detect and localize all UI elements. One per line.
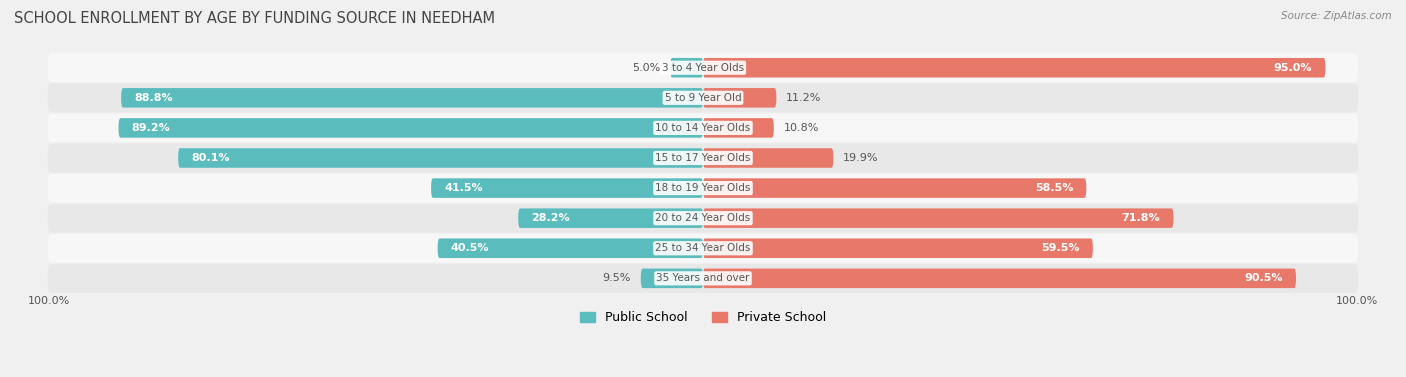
Text: SCHOOL ENROLLMENT BY AGE BY FUNDING SOURCE IN NEEDHAM: SCHOOL ENROLLMENT BY AGE BY FUNDING SOUR… bbox=[14, 11, 495, 26]
Text: 10 to 14 Year Olds: 10 to 14 Year Olds bbox=[655, 123, 751, 133]
Text: 3 to 4 Year Olds: 3 to 4 Year Olds bbox=[662, 63, 744, 73]
FancyBboxPatch shape bbox=[703, 178, 1087, 198]
Text: 5.0%: 5.0% bbox=[633, 63, 661, 73]
FancyBboxPatch shape bbox=[48, 234, 1358, 263]
FancyBboxPatch shape bbox=[437, 239, 703, 258]
FancyBboxPatch shape bbox=[48, 174, 1358, 202]
Text: 71.8%: 71.8% bbox=[1122, 213, 1160, 223]
FancyBboxPatch shape bbox=[703, 58, 1326, 78]
Text: 25 to 34 Year Olds: 25 to 34 Year Olds bbox=[655, 243, 751, 253]
FancyBboxPatch shape bbox=[641, 268, 703, 288]
FancyBboxPatch shape bbox=[703, 268, 1296, 288]
FancyBboxPatch shape bbox=[48, 204, 1358, 233]
FancyBboxPatch shape bbox=[48, 53, 1358, 82]
FancyBboxPatch shape bbox=[703, 208, 1174, 228]
FancyBboxPatch shape bbox=[432, 178, 703, 198]
Text: 59.5%: 59.5% bbox=[1042, 243, 1080, 253]
Text: 58.5%: 58.5% bbox=[1035, 183, 1073, 193]
Text: 90.5%: 90.5% bbox=[1244, 273, 1282, 284]
FancyBboxPatch shape bbox=[703, 239, 1092, 258]
FancyBboxPatch shape bbox=[671, 58, 703, 78]
FancyBboxPatch shape bbox=[179, 148, 703, 168]
Text: 15 to 17 Year Olds: 15 to 17 Year Olds bbox=[655, 153, 751, 163]
FancyBboxPatch shape bbox=[48, 264, 1358, 293]
Text: 100.0%: 100.0% bbox=[28, 296, 70, 306]
Text: 80.1%: 80.1% bbox=[191, 153, 229, 163]
Text: Source: ZipAtlas.com: Source: ZipAtlas.com bbox=[1281, 11, 1392, 21]
Text: 19.9%: 19.9% bbox=[844, 153, 879, 163]
Text: 18 to 19 Year Olds: 18 to 19 Year Olds bbox=[655, 183, 751, 193]
Text: 28.2%: 28.2% bbox=[531, 213, 569, 223]
FancyBboxPatch shape bbox=[519, 208, 703, 228]
Text: 88.8%: 88.8% bbox=[134, 93, 173, 103]
FancyBboxPatch shape bbox=[48, 144, 1358, 172]
Text: 100.0%: 100.0% bbox=[1336, 296, 1378, 306]
Text: 20 to 24 Year Olds: 20 to 24 Year Olds bbox=[655, 213, 751, 223]
Text: 9.5%: 9.5% bbox=[603, 273, 631, 284]
Text: 10.8%: 10.8% bbox=[783, 123, 818, 133]
Text: 35 Years and over: 35 Years and over bbox=[657, 273, 749, 284]
Text: 40.5%: 40.5% bbox=[451, 243, 489, 253]
Text: 11.2%: 11.2% bbox=[786, 93, 821, 103]
Text: 5 to 9 Year Old: 5 to 9 Year Old bbox=[665, 93, 741, 103]
FancyBboxPatch shape bbox=[121, 88, 703, 107]
FancyBboxPatch shape bbox=[48, 113, 1358, 143]
Text: 89.2%: 89.2% bbox=[132, 123, 170, 133]
Text: 41.5%: 41.5% bbox=[444, 183, 482, 193]
Text: 95.0%: 95.0% bbox=[1274, 63, 1312, 73]
FancyBboxPatch shape bbox=[118, 118, 703, 138]
Legend: Public School, Private School: Public School, Private School bbox=[574, 305, 832, 331]
FancyBboxPatch shape bbox=[703, 118, 773, 138]
FancyBboxPatch shape bbox=[703, 88, 776, 107]
FancyBboxPatch shape bbox=[703, 148, 834, 168]
FancyBboxPatch shape bbox=[48, 83, 1358, 112]
